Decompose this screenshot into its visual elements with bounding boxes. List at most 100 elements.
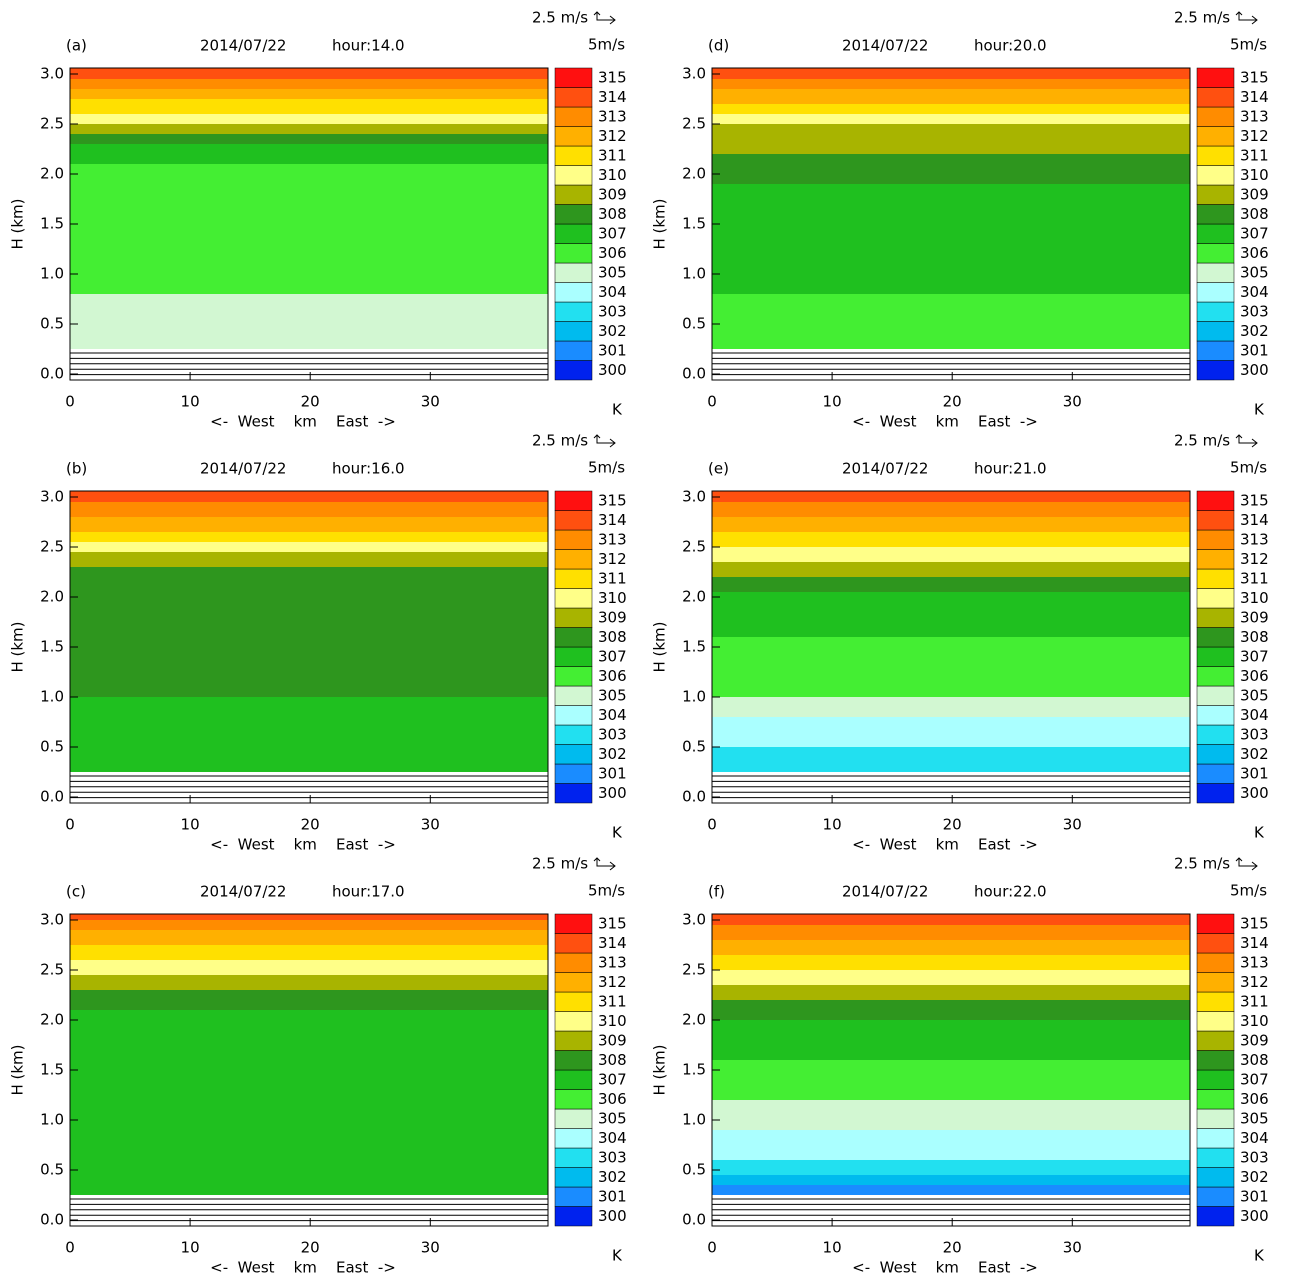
x-tick-label: 0	[707, 816, 717, 834]
colorbar-label: 314	[1240, 511, 1269, 529]
x-tick-label: 10	[181, 1239, 200, 1257]
colorbar-swatch	[1196, 685, 1235, 706]
vector-unit: 5m/s	[588, 882, 625, 900]
y-axis-label: H (km)	[9, 1044, 27, 1095]
colorbar-label: 312	[598, 127, 627, 145]
colorbar-swatch	[554, 67, 593, 88]
y-axis-label: H (km)	[651, 198, 669, 249]
colorbar-swatch	[1196, 724, 1235, 745]
y-tick-label: 0.5	[682, 1161, 706, 1179]
colorbar-swatch	[554, 282, 593, 303]
colorbar-label: 306	[1240, 1090, 1269, 1108]
hour: hour:20.0	[974, 37, 1047, 55]
colorbar-swatch	[1196, 1128, 1235, 1149]
x-tick-label: 20	[301, 393, 320, 411]
colorbar-swatch	[1196, 666, 1235, 687]
colorbar-swatch	[1196, 1186, 1235, 1207]
vector-ref: 2.5 m/s	[532, 9, 588, 27]
colorbar-swatch	[554, 1030, 593, 1051]
colorbar-label: 313	[1240, 107, 1269, 125]
contour-band	[70, 960, 548, 975]
colorbar-swatch	[1196, 282, 1235, 303]
colorbar-swatch	[1196, 607, 1235, 628]
colorbar-label: 311	[1240, 992, 1269, 1010]
colorbar-label: 300	[1240, 361, 1269, 379]
contour-band	[70, 1010, 548, 1195]
colorbar-label: 314	[598, 511, 627, 529]
x-tick-label: 10	[181, 816, 200, 834]
colorbar-swatch	[554, 763, 593, 784]
colorbar-swatch	[1196, 991, 1235, 1012]
panel: (a) 2014/07/22 hour:14.0 2.5 m/s5m/s 0.0 0.5 1…	[9, 9, 627, 431]
vector-ref: 2.5 m/s	[1174, 855, 1230, 873]
colorbar-label: 315	[598, 914, 627, 932]
colorbar-label: 309	[1240, 608, 1269, 626]
colorbar-swatch	[554, 223, 593, 244]
vector-ref-arrow	[593, 857, 616, 871]
colorbar-swatch	[554, 1147, 593, 1168]
contour-band	[70, 990, 548, 1010]
colorbar-label: 309	[598, 608, 627, 626]
x-tick-label: 20	[943, 816, 962, 834]
colorbar-label: 301	[1240, 1187, 1269, 1205]
colorbar-swatch	[554, 588, 593, 609]
y-tick-label: 0.0	[40, 788, 64, 806]
hour: hour:21.0	[974, 460, 1047, 478]
colorbar-swatch	[1196, 1167, 1235, 1188]
colorbar-label: 301	[598, 1187, 627, 1205]
contour-band	[70, 68, 548, 79]
colorbar-label: 301	[1240, 764, 1269, 782]
y-tick-label: 1.0	[40, 688, 64, 706]
contour-band	[712, 1060, 1190, 1100]
contour-band	[712, 1020, 1190, 1060]
x-tick-label: 0	[65, 816, 75, 834]
hour: hour:16.0	[332, 460, 405, 478]
colorbar-label: 311	[598, 146, 627, 164]
y-tick-label: 3.0	[40, 65, 64, 83]
contour-band	[70, 552, 548, 567]
colorbar-swatch	[554, 1206, 593, 1227]
contour-band	[70, 542, 548, 552]
x-tick-label: 30	[421, 1239, 440, 1257]
x-axis-label: <- West km East ->	[852, 413, 1038, 431]
contour-band	[712, 637, 1190, 697]
colorbar-swatch	[554, 568, 593, 589]
colorbar-label: 309	[1240, 1031, 1269, 1049]
x-tick-label: 20	[943, 393, 962, 411]
colorbar-label: 300	[598, 1207, 627, 1225]
colorbar-swatch	[1196, 646, 1235, 667]
x-tick-label: 20	[301, 1239, 320, 1257]
panel: (d) 2014/07/22 hour:20.0 2.5 m/s5m/s 0.0 0.5 1…	[651, 9, 1269, 431]
colorbar-swatch	[554, 1108, 593, 1129]
colorbar-label: 308	[1240, 205, 1269, 223]
colorbar-label: 306	[598, 1090, 627, 1108]
colorbar-label: 304	[1240, 706, 1269, 724]
colorbar-label: 310	[1240, 589, 1269, 607]
colorbar-label: 306	[1240, 667, 1269, 685]
colorbar-swatch	[1196, 783, 1235, 804]
terrain	[70, 349, 548, 380]
contour-band	[712, 114, 1190, 124]
vector-ref-arrow	[593, 11, 616, 25]
contour-band	[70, 697, 548, 772]
colorbar-swatch	[554, 1011, 593, 1032]
colorbar-swatch	[1196, 529, 1235, 550]
y-tick-label: 1.5	[40, 215, 64, 233]
colorbar-swatch	[1196, 184, 1235, 205]
colorbar-label: 306	[598, 244, 627, 262]
y-tick-label: 0.5	[40, 315, 64, 333]
colorbar-label: 303	[598, 1148, 627, 1166]
y-tick-label: 2.0	[40, 588, 64, 606]
colorbar-label: 307	[1240, 224, 1269, 242]
panel: (f) 2014/07/22 hour:22.0 2.5 m/s5m/s 0.0 0.5 1…	[651, 855, 1269, 1277]
colorbar-swatch	[554, 1050, 593, 1071]
colorbar-swatch	[1196, 67, 1235, 88]
y-tick-label: 2.0	[682, 588, 706, 606]
colorbar-label: 314	[1240, 88, 1269, 106]
contour-band	[70, 517, 548, 532]
colorbar-label: 307	[1240, 647, 1269, 665]
x-tick-label: 0	[707, 393, 717, 411]
contour-band	[70, 144, 548, 164]
colorbar-swatch	[554, 184, 593, 205]
colorbar-label: 301	[598, 341, 627, 359]
